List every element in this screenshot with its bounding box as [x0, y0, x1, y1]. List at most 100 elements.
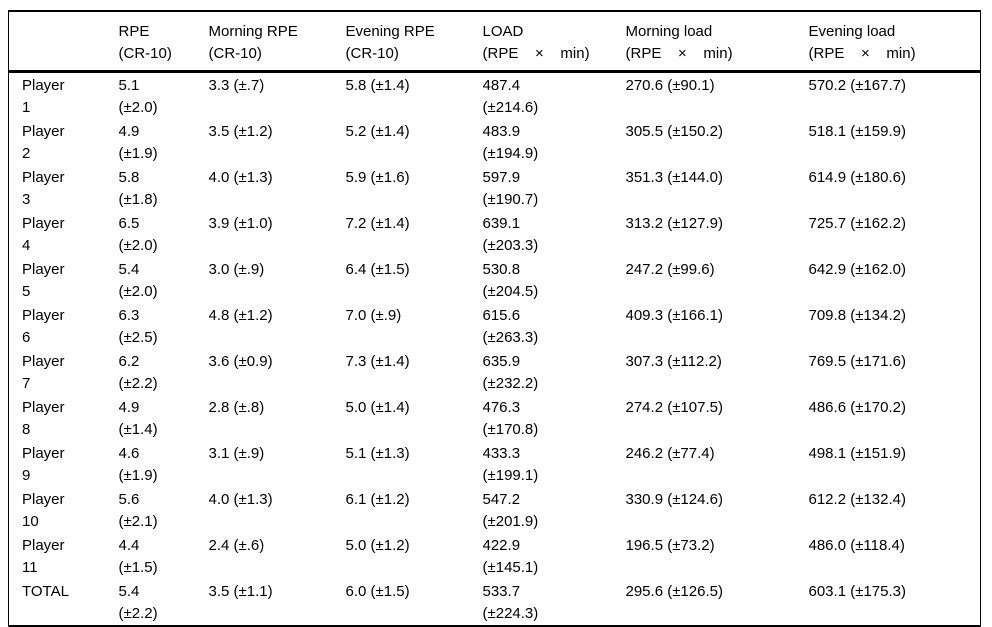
cell-morning-rpe: 4.0 (±1.3) [208, 169, 273, 186]
cell-evening-load: 486.6 (±170.2) [808, 399, 906, 416]
cell-load: 483.9 (±194.9) [482, 123, 539, 162]
cell-evening-load: 612.2 (±132.4) [808, 491, 906, 508]
cell-morning-load: 313.2 (±127.9) [625, 215, 723, 232]
cell-morning-rpe: 3.5 (±1.1) [208, 583, 273, 600]
table-row-player-9: Player 9 4.6 (±1.9) 3.1 (±.9) 5.1 (±1.3)… [9, 441, 981, 487]
cell-evening-rpe: 7.2 (±1.4) [345, 215, 410, 232]
cell-evening-load: 570.2 (±167.7) [808, 77, 906, 94]
cell-evening-load: 709.8 (±134.2) [808, 307, 906, 324]
cell-morning-rpe: 3.0 (±.9) [208, 261, 265, 278]
cell-evening-rpe: 5.9 (±1.6) [345, 169, 410, 186]
row-label: Player 10 [22, 491, 65, 530]
cell-morning-load: 295.6 (±126.5) [625, 583, 723, 600]
cell-morning-rpe: 4.8 (±1.2) [208, 307, 273, 324]
table-row-player-10: Player 10 5.6 (±2.1) 4.0 (±1.3) 6.1 (±1.… [9, 487, 981, 533]
cell-load: 639.1 (±203.3) [482, 215, 539, 254]
row-label: Player 2 [22, 123, 65, 162]
cell-evening-load: 486.0 (±118.4) [808, 537, 905, 554]
cell-load: 433.3 (±199.1) [482, 445, 539, 484]
cell-evening-load: 769.5 (±171.6) [808, 353, 906, 370]
cell-rpe: 5.6 (±2.1) [118, 491, 158, 530]
cell-morning-rpe: 3.5 (±1.2) [208, 123, 273, 140]
cell-morning-load: 274.2 (±107.5) [625, 399, 723, 416]
column-header-evening-load: Evening load (RPE × min) [808, 11, 981, 73]
column-header-morning-load: Morning load (RPE × min) [625, 11, 809, 73]
cell-evening-rpe: 7.0 (±.9) [345, 307, 402, 324]
cell-rpe: 6.5 (±2.0) [118, 215, 158, 254]
cell-rpe: 4.6 (±1.9) [118, 445, 158, 484]
cell-evening-rpe: 5.0 (±1.4) [345, 399, 410, 416]
column-header-load: LOAD (RPE × min) [482, 11, 626, 73]
cell-load: 476.3 (±170.8) [482, 399, 539, 438]
column-header-rpe: RPE (CR-10) [118, 11, 209, 73]
cell-load: 533.7 (±224.3) [482, 583, 539, 622]
table-body: Player 1 5.1 (±2.0) 3.3 (±.7) 5.8 (±1.4)… [9, 72, 981, 627]
cell-load: 635.9 (±232.2) [482, 353, 539, 392]
cell-evening-rpe: 6.4 (±1.5) [345, 261, 410, 278]
table-row-player-1: Player 1 5.1 (±2.0) 3.3 (±.7) 5.8 (±1.4)… [9, 72, 981, 120]
cell-morning-rpe: 3.6 (±0.9) [208, 353, 273, 370]
players-rpe-load-table: RPE (CR-10) Morning RPE (CR-10) Evening … [8, 10, 981, 627]
cell-rpe: 6.3 (±2.5) [118, 307, 158, 346]
cell-evening-load: 725.7 (±162.2) [808, 215, 906, 232]
column-header-evening-rpe: Evening RPE (CR-10) [345, 11, 483, 73]
table-row-player-8: Player 8 4.9 (±1.4) 2.8 (±.8) 5.0 (±1.4)… [9, 395, 981, 441]
cell-evening-rpe: 5.0 (±1.2) [345, 537, 410, 554]
table-row-player-3: Player 3 5.8 (±1.8) 4.0 (±1.3) 5.9 (±1.6… [9, 165, 981, 211]
cell-evening-rpe: 7.3 (±1.4) [345, 353, 410, 370]
header-row: RPE (CR-10) Morning RPE (CR-10) Evening … [8, 11, 981, 73]
cell-rpe: 5.4 (±2.0) [118, 261, 158, 300]
row-label: Player 1 [22, 77, 65, 116]
cell-morning-load: 351.3 (±144.0) [625, 169, 723, 186]
table-row-player-5: Player 5 5.4 (±2.0) 3.0 (±.9) 6.4 (±1.5)… [9, 257, 981, 303]
cell-morning-load: 305.5 (±150.2) [625, 123, 723, 140]
cell-rpe: 5.8 (±1.8) [118, 169, 158, 208]
cell-evening-rpe: 6.0 (±1.5) [345, 583, 410, 600]
table-header: RPE (CR-10) Morning RPE (CR-10) Evening … [8, 11, 981, 73]
table-row-total: TOTAL 5.4 (±2.2) 3.5 (±1.1) 6.0 (±1.5) 5… [9, 579, 981, 626]
cell-evening-load: 642.9 (±162.0) [808, 261, 906, 278]
row-label: Player 11 [22, 537, 65, 576]
cell-morning-load: 409.3 (±166.1) [625, 307, 723, 324]
row-label: Player 4 [22, 215, 65, 254]
cell-morning-rpe: 2.4 (±.6) [208, 537, 265, 554]
row-label: Player 9 [22, 445, 65, 484]
cell-morning-load: 246.2 (±77.4) [625, 445, 715, 462]
table-row-player-2: Player 2 4.9 (±1.9) 3.5 (±1.2) 5.2 (±1.4… [9, 119, 981, 165]
cell-morning-rpe: 3.3 (±.7) [208, 77, 265, 94]
cell-load: 597.9 (±190.7) [482, 169, 539, 208]
table-row-player-11: Player 11 4.4 (±1.5) 2.4 (±.6) 5.0 (±1.2… [9, 533, 981, 579]
table-row-player-6: Player 6 6.3 (±2.5) 4.8 (±1.2) 7.0 (±.9)… [9, 303, 981, 349]
cell-rpe: 4.9 (±1.9) [118, 123, 158, 162]
column-header-morning-rpe: Morning RPE (CR-10) [208, 11, 346, 73]
cell-morning-rpe: 3.9 (±1.0) [208, 215, 273, 232]
row-label: Player 7 [22, 353, 65, 392]
cell-evening-load: 614.9 (±180.6) [808, 169, 906, 186]
cell-morning-load: 307.3 (±112.2) [625, 353, 722, 370]
cell-evening-rpe: 5.8 (±1.4) [345, 77, 410, 94]
row-label: Player 5 [22, 261, 65, 300]
row-label: Player 6 [22, 307, 65, 346]
cell-morning-load: 247.2 (±99.6) [625, 261, 715, 278]
cell-load: 487.4 (±214.6) [482, 77, 539, 116]
cell-morning-load: 330.9 (±124.6) [625, 491, 723, 508]
cell-evening-load: 603.1 (±175.3) [808, 583, 906, 600]
cell-evening-rpe: 5.1 (±1.3) [345, 445, 410, 462]
row-label: Player 8 [22, 399, 65, 438]
cell-morning-rpe: 4.0 (±1.3) [208, 491, 273, 508]
cell-evening-load: 498.1 (±151.9) [808, 445, 906, 462]
table-row-player-7: Player 7 6.2 (±2.2) 3.6 (±0.9) 7.3 (±1.4… [9, 349, 981, 395]
cell-load: 422.9 (±145.1) [482, 537, 539, 576]
table-row-player-4: Player 4 6.5 (±2.0) 3.9 (±1.0) 7.2 (±1.4… [9, 211, 981, 257]
cell-load: 615.6 (±263.3) [482, 307, 539, 346]
cell-rpe: 5.4 (±2.2) [118, 583, 158, 622]
cell-evening-rpe: 5.2 (±1.4) [345, 123, 410, 140]
cell-evening-rpe: 6.1 (±1.2) [345, 491, 410, 508]
cell-load: 530.8 (±204.5) [482, 261, 539, 300]
column-header-empty [8, 11, 119, 73]
cell-morning-load: 270.6 (±90.1) [625, 77, 715, 94]
row-label: Player 3 [22, 169, 65, 208]
cell-rpe: 6.2 (±2.2) [118, 353, 158, 392]
cell-morning-load: 196.5 (±73.2) [625, 537, 715, 554]
cell-rpe: 4.9 (±1.4) [118, 399, 158, 438]
